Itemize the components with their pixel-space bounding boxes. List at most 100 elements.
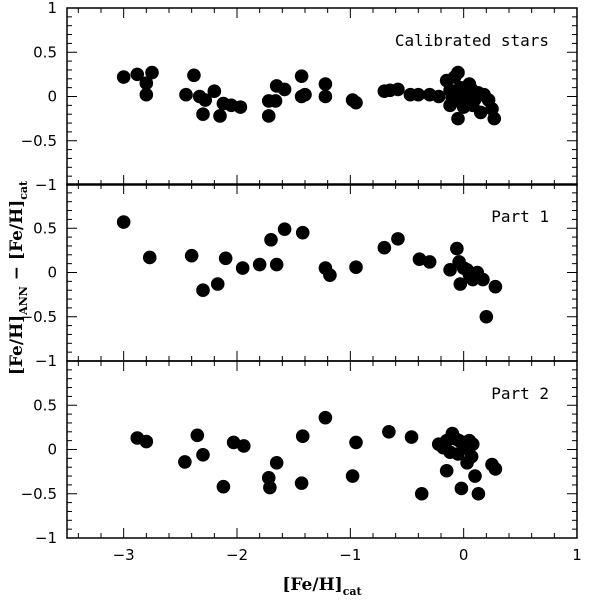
y-axis-title-part-2: − [Fe/H] [7,200,27,286]
x-tick-label: −2 [226,546,248,564]
data-point [454,481,469,496]
data-point [190,428,205,443]
y-tick-label: −0.5 [21,308,57,326]
data-point [443,98,457,113]
data-point [277,222,292,236]
x-tick-label: 0 [459,546,469,564]
x-tick-label: 1 [572,546,582,564]
data-point [488,279,503,294]
data-point [391,232,405,246]
panel-1: 1 0.5 0 −0.5 −1 Calibrated stars [21,0,578,194]
data-point [294,69,309,83]
data-point [187,68,201,83]
data-point [318,77,333,91]
data-point [210,277,225,291]
data-point [139,434,154,449]
data-point [345,469,360,483]
x-axis-title-sub: cat [343,585,363,598]
x-axis-title: [Fe/H]cat [282,575,362,598]
data-point [198,93,213,107]
data-point [453,277,468,291]
data-point [268,94,283,108]
x-tick-label: −1 [339,546,361,564]
data-point [318,410,333,425]
data-point [216,479,231,494]
data-point [488,462,503,476]
data-point [349,95,363,110]
y-tick-label: −1 [35,176,57,194]
data-point [451,111,465,126]
data-point [196,448,210,462]
y-tick-label: −0.5 [21,485,57,503]
y-tick-label: −0.5 [21,132,57,150]
y-tick-label: 0 [47,441,57,459]
y-tick-label: 0.5 [33,396,57,414]
y-axis-title-sub-1: ANN [17,286,30,316]
data-point [422,255,437,269]
panel-label: Part 1 [491,207,549,226]
y-axis-title: [Fe/H]ANN − [Fe/H]cat [7,180,30,375]
data-point [233,100,248,114]
data-point [454,89,469,104]
panels-group: 1 0.5 0 −0.5 −1 Calibrated stars 0.5 0 −0.5 −1 Par… [21,0,578,547]
data-point [295,225,310,240]
data-point [473,105,488,120]
y-axis-title-sub-2: cat [17,180,30,200]
x-tick-label: −3 [113,546,135,564]
data-point [464,449,479,464]
data-point [471,486,486,501]
data-point [412,252,427,267]
data-point [487,111,502,126]
panel-3: 0.5 0 −0.5 −1 Part 2 [21,360,578,547]
data-point [382,425,396,439]
data-point [139,87,154,102]
data-point [411,87,426,102]
data-point [145,65,159,80]
data-point [349,435,363,450]
data-point [252,257,267,272]
data-point [179,87,193,102]
data-point [237,439,251,453]
data-point [184,248,199,263]
data-point [443,263,457,277]
y-tick-label: 0 [47,264,57,282]
y-tick-label: 1 [47,0,57,17]
data-point [431,89,446,104]
data-point [468,89,482,104]
x-tick-labels: −3 −2 −1 0 1 [113,546,582,564]
data-point [235,261,250,275]
data-point [116,70,131,84]
y-tick-label: −1 [35,529,57,547]
data-point [298,87,312,102]
data-point [349,260,363,274]
y-axis-title-part-1: [Fe/H] [7,315,27,375]
data-point [130,67,145,82]
y-tick-label: 0.5 [33,219,57,237]
data-point [196,107,210,121]
data-point [295,429,310,444]
data-point [269,257,284,272]
data-point [269,455,284,470]
y-tick-label: 0.5 [33,43,57,61]
x-axis-title-main: [Fe/H] [282,575,342,595]
panel-label: Calibrated stars [395,31,549,50]
data-point [323,268,337,282]
data-point [196,283,210,298]
data-point [479,309,494,324]
data-point [451,65,465,80]
data-point [377,240,392,255]
panel-2: 0.5 0 −0.5 −1 Part 1 [21,183,578,370]
data-point [465,437,480,451]
data-point [226,435,241,450]
data-point [263,480,277,495]
data-point [414,486,429,501]
data-point [439,463,454,478]
data-point [468,469,482,483]
data-point [476,272,490,287]
data-point [264,232,278,247]
data-point [139,76,154,91]
data-point [450,241,464,256]
data-point [213,109,227,123]
data-point [318,89,333,104]
